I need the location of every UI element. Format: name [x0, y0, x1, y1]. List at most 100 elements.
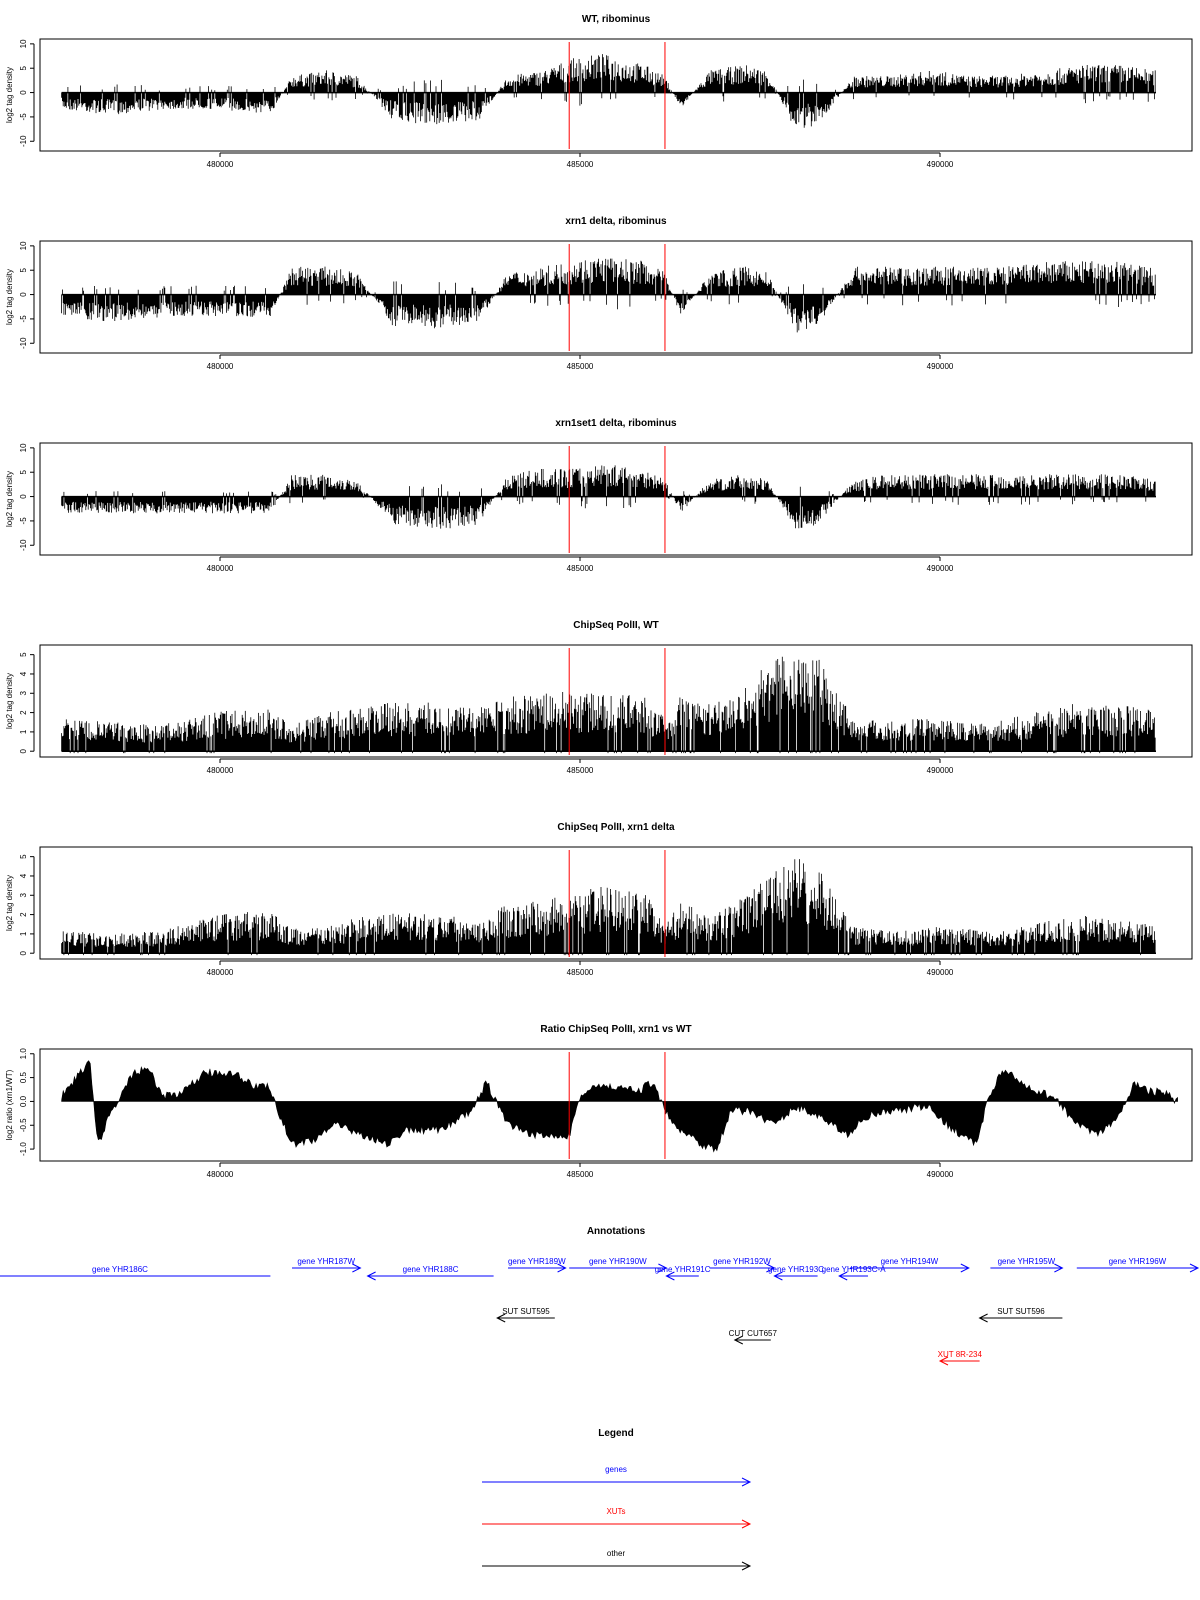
annotation-label: gene YHR192W: [713, 1257, 771, 1266]
annotation-label: CUT CUT657: [729, 1329, 778, 1338]
x-axis: 480000 485000 490000: [207, 556, 954, 573]
annotation-item: gene YHR194W: [850, 1257, 970, 1273]
y-tick-label: -5: [19, 113, 28, 121]
chart-panel-4: ChipSeq PolII, WT 0 1 2 3 4 5 log2 tag density 4…: [5, 620, 1193, 775]
annotation-label: gene YHR196W: [1109, 1257, 1167, 1266]
y-tick-label: 0.5: [19, 1071, 28, 1083]
y-tick-label: 1: [19, 931, 28, 936]
annotation-label: gene YHR186C: [92, 1265, 148, 1274]
arrow-right-icon: [1054, 1263, 1064, 1273]
y-axis: -10 -5 0 5 10 log2 tag density: [5, 241, 35, 349]
annotation-item: SUT SUT595: [496, 1307, 555, 1323]
annotation-item: gene YHR192W: [709, 1257, 776, 1273]
annotation-label: gene YHR188C: [403, 1265, 459, 1274]
x-tick-label: 485000: [567, 160, 594, 169]
legend-label: genes: [605, 1465, 627, 1474]
chart-title: xrn1set1 delta, ribominus: [555, 418, 677, 429]
y-tick-label: 5: [19, 652, 28, 657]
annotation-item: gene YHR191C: [655, 1265, 711, 1281]
data-marks: [61, 656, 1156, 754]
arrow-left-icon: [938, 1356, 949, 1366]
y-tick-label: 5: [19, 65, 28, 70]
annotation-item: XUT 8R-234: [938, 1350, 983, 1366]
arrow-left-icon: [733, 1335, 744, 1345]
x-tick-label: 485000: [567, 362, 594, 371]
x-axis: 480000 485000 490000: [207, 758, 954, 775]
plot-frame: [39, 1048, 1193, 1162]
y-axis: 0 1 2 3 4 5 log2 tag density: [5, 652, 35, 753]
y-axis-label: log2 ratio (xrn1/WT): [5, 1069, 14, 1140]
y-tick-label: 0: [19, 748, 28, 753]
density-bars: [61, 54, 1156, 128]
annotation-item: SUT SUT596: [978, 1307, 1063, 1323]
legend-item-genes: genes: [482, 1465, 752, 1487]
annotation-label: gene YHR193C-A: [822, 1265, 887, 1274]
y-tick-label: -5: [19, 517, 28, 525]
annotation-item: gene YHR193C: [768, 1265, 824, 1281]
arrow-right-icon: [766, 1263, 776, 1273]
chart-panel-6: Ratio ChipSeq PolII, xrn1 vs WT -1.0 -0.5 0…: [5, 1024, 1193, 1179]
y-tick-label: 5: [19, 469, 28, 474]
chart-title: xrn1 delta, ribominus: [565, 216, 667, 227]
x-tick-label: 485000: [567, 968, 594, 977]
y-tick-label: 10: [19, 443, 28, 452]
annotation-item: gene YHR186C: [0, 1265, 271, 1277]
x-tick-label: 485000: [567, 1170, 594, 1179]
density-bars: [61, 859, 1156, 956]
arrow-right-icon: [658, 1263, 668, 1273]
y-tick-label: 1: [19, 729, 28, 734]
arrow-left-icon: [978, 1313, 988, 1323]
x-tick-label: 490000: [927, 564, 954, 573]
annotation-label: gene YHR187W: [297, 1257, 355, 1266]
chart-title: Ratio ChipSeq PolII, xrn1 vs WT: [540, 1024, 691, 1035]
x-tick-label: 480000: [207, 160, 234, 169]
plot-frame: [39, 644, 1193, 758]
y-tick-label: -0.5: [19, 1118, 28, 1132]
legend-label: XUTs: [606, 1507, 625, 1516]
annotation-label: gene YHR195W: [998, 1257, 1056, 1266]
annotation-item: gene YHR188C: [366, 1265, 494, 1281]
legend-label: other: [607, 1549, 626, 1558]
y-tick-label: 4: [19, 873, 28, 878]
y-tick-label: -1.0: [19, 1142, 28, 1156]
y-axis: -10 -5 0 5 10 log2 tag density: [5, 39, 35, 147]
y-axis-label: log2 tag density: [5, 67, 14, 123]
x-tick-label: 480000: [207, 766, 234, 775]
arrow-right-icon: [741, 1561, 752, 1571]
y-axis: 0 1 2 3 4 5 log2 tag density: [5, 854, 35, 955]
annotation-item: gene YHR190W: [569, 1257, 668, 1273]
x-axis: 480000 485000 490000: [207, 354, 954, 371]
y-tick-label: 3: [19, 893, 28, 898]
y-tick-label: 5: [19, 267, 28, 272]
chart-panel-2: xrn1 delta, ribominus -10 -5 0 5 10 log2 tag d…: [5, 216, 1193, 371]
annotation-label: SUT SUT595: [502, 1307, 550, 1316]
annotations-title: Annotations: [587, 1226, 646, 1237]
annotation-item: gene YHR187W: [292, 1257, 362, 1273]
annotation-label: SUT SUT596: [997, 1307, 1045, 1316]
plot-frame: [39, 240, 1193, 354]
density-bars: [61, 465, 1156, 529]
plot-frame: [39, 442, 1193, 556]
x-tick-label: 485000: [567, 766, 594, 775]
y-tick-label: 0.0: [19, 1095, 28, 1107]
arrow-left-icon: [838, 1271, 848, 1281]
y-tick-label: -10: [19, 337, 28, 349]
x-axis: 480000 485000 490000: [207, 1162, 954, 1179]
y-tick-label: 0: [19, 494, 28, 499]
y-tick-label: 2: [19, 912, 28, 917]
arrow-left-icon: [665, 1271, 675, 1281]
plot-frame: [39, 38, 1193, 152]
data-marks: [61, 859, 1156, 956]
annotation-label: gene YHR190W: [589, 1257, 647, 1266]
arrow-left-icon: [496, 1313, 506, 1323]
y-tick-label: -10: [19, 135, 28, 147]
x-tick-label: 480000: [207, 968, 234, 977]
arrow-left-icon: [366, 1271, 376, 1281]
y-tick-label: 10: [19, 241, 28, 250]
annotation-label: gene YHR189W: [508, 1257, 566, 1266]
annotations-panel: Annotations gene YHR186C gene YHR187W gene …: [0, 1226, 1200, 1366]
y-axis: -1.0 -0.5 0.0 0.5 1.0 log2 ratio (xrn1/WT): [5, 1048, 35, 1156]
plot-frame: [39, 846, 1193, 960]
y-axis-label: log2 tag density: [5, 269, 14, 325]
